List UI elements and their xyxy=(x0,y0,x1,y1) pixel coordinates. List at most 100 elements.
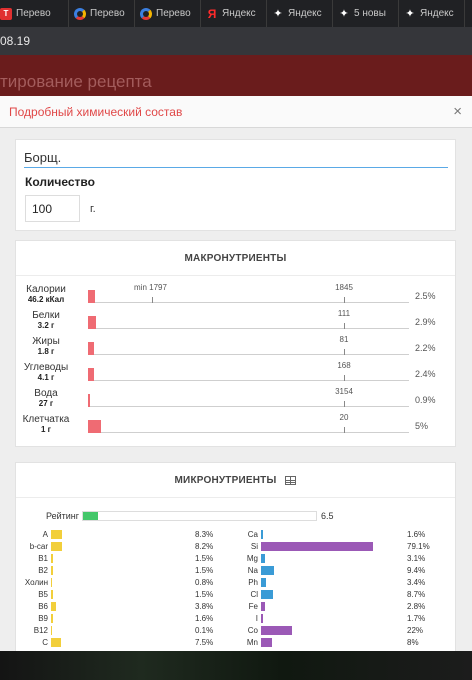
macro-row: Вода 27 г 3154 0.9% xyxy=(16,387,457,414)
mineral-bar xyxy=(261,530,263,539)
mineral-name: Ph xyxy=(248,578,258,587)
vitamin-name: A xyxy=(42,530,48,539)
close-icon[interactable]: × xyxy=(453,103,462,120)
browser-tab[interactable]: ✦ Яндекс xyxy=(399,0,465,27)
vitamin-row: B12 0.1% xyxy=(16,625,457,637)
mineral-bar xyxy=(261,542,373,551)
vitamin-name: C xyxy=(42,638,48,647)
browser-tab[interactable]: Я Яндекс xyxy=(201,0,267,27)
vitamin-row: B9 1.6% xyxy=(16,613,457,625)
browser-tab[interactable]: ✦ 5 новы xyxy=(333,0,399,27)
macro-bar: 1845 min 1797 xyxy=(88,283,409,303)
macro-amount: 27 г xyxy=(38,399,54,408)
background-page-title: тирование рецепта xyxy=(0,72,152,91)
mineral-row: Mn 8% xyxy=(16,637,457,649)
macro-bar-baseline xyxy=(88,406,409,407)
macro-target-tick xyxy=(344,401,345,407)
macro-percent: 2.5% xyxy=(415,291,436,301)
vitamin-percent: 0.8% xyxy=(195,578,214,587)
mineral-row: Ca 1.6% xyxy=(16,529,457,541)
vitamin-percent: 1.5% xyxy=(195,590,214,599)
mineral-bar xyxy=(261,638,272,647)
browser-tab-label: Яндекс xyxy=(288,8,322,19)
browser-tab[interactable]: Перево xyxy=(69,0,135,27)
table-icon[interactable] xyxy=(285,475,297,485)
mineral-percent: 2.8% xyxy=(407,602,426,611)
macro-percent: 2.2% xyxy=(415,343,436,353)
mineral-bar xyxy=(261,614,263,623)
vitamin-percent: 1.5% xyxy=(195,554,214,563)
mineral-row: Cl 8.7% xyxy=(16,589,457,601)
mineral-bar xyxy=(261,566,274,575)
vitamin-bar xyxy=(51,542,62,551)
vitamin-row: b-car 8.2% xyxy=(16,541,457,553)
macro-bar: 111 xyxy=(88,309,409,329)
mineral-row: Ph 3.4% xyxy=(16,577,457,589)
browser-tab[interactable]: Перево xyxy=(135,0,201,27)
background-page: тирование рецепта xyxy=(0,55,472,100)
browser-tab-label: Яндекс xyxy=(222,8,256,19)
macro-row: Белки 3.2 г 111 2.9% xyxy=(16,309,457,336)
mineral-row: I 1.7% xyxy=(16,613,457,625)
vitamin-percent: 1.6% xyxy=(195,614,214,623)
macro-bar-baseline xyxy=(88,432,409,433)
macro-row: Жиры 1.8 г 81 2.2% xyxy=(16,335,457,362)
tab-app-icon: T xyxy=(0,7,12,20)
vitamin-row: A 8.3% xyxy=(16,529,457,541)
mineral-name: Si xyxy=(250,542,258,551)
chrome-icon xyxy=(74,7,86,20)
macro-target-label: 20 xyxy=(339,413,349,422)
micronutrients-header: МИКРОНУТРИЕНТЫ xyxy=(16,463,455,498)
mineral-percent: 9.4% xyxy=(407,566,426,575)
quantity-input[interactable] xyxy=(25,195,80,222)
address-bar[interactable]: 08.19 xyxy=(0,27,472,55)
vitamin-name: Холин xyxy=(24,578,48,587)
macro-target-label: 3154 xyxy=(335,387,353,396)
vitamin-bar xyxy=(51,614,53,623)
browser-tab-label: 5 новы xyxy=(354,8,386,19)
macro-bar-fill xyxy=(88,342,94,355)
macro-target-label: 1845 xyxy=(335,283,353,292)
macro-bar-fill xyxy=(88,368,94,381)
mineral-name: Ca xyxy=(247,530,258,539)
browser-tab[interactable]: ✦ Яндекс xyxy=(267,0,333,27)
vitamin-percent: 3.8% xyxy=(195,602,214,611)
mineral-percent: 8% xyxy=(407,638,419,647)
mineral-row: Si 79.1% xyxy=(16,541,457,553)
macro-target-tick xyxy=(344,297,345,303)
vitamin-percent: 8.3% xyxy=(195,530,214,539)
macro-target-label: 81 xyxy=(339,335,349,344)
mineral-percent: 1.6% xyxy=(407,530,426,539)
macro-bar-fill xyxy=(88,420,101,433)
rating-bar-fill xyxy=(83,512,98,520)
mineral-name: Fe xyxy=(248,602,258,611)
macro-row: Клетчатка 1 г 20 5% xyxy=(16,413,457,440)
mineral-row: Na 9.4% xyxy=(16,565,457,577)
dark-background-strip xyxy=(0,651,472,680)
mineral-percent: 1.7% xyxy=(407,614,426,623)
vitamin-bar xyxy=(51,530,62,539)
chemical-composition-modal: Подробный химический состав × Количество… xyxy=(0,96,472,651)
macro-name: Жиры xyxy=(32,336,60,347)
sparkle-icon: ✦ xyxy=(273,8,283,20)
vitamin-row: C 7.5% xyxy=(16,637,457,649)
vitamin-percent: 1.5% xyxy=(195,566,214,575)
macro-amount: 1 г xyxy=(40,425,51,434)
vitamin-bar xyxy=(51,554,53,563)
macro-bar-baseline xyxy=(88,380,409,381)
vitamin-row: Холин 0.8% xyxy=(16,577,457,589)
macro-percent: 2.4% xyxy=(415,369,436,379)
vitamin-percent: 0.1% xyxy=(195,626,214,635)
macro-target-tick xyxy=(344,323,345,329)
macro-amount: 46.2 кКал xyxy=(27,295,65,304)
browser-tab-label: Яндекс xyxy=(420,8,454,19)
browser-tab[interactable]: T Перево xyxy=(0,0,69,27)
macro-amount: 3.2 г xyxy=(37,321,55,330)
recipe-card: Количество г. xyxy=(15,139,456,231)
vitamin-row: B5 1.5% xyxy=(16,589,457,601)
macro-name: Вода xyxy=(34,388,58,399)
recipe-name-input[interactable] xyxy=(24,148,448,168)
quantity-unit: г. xyxy=(90,203,96,215)
mineral-percent: 8.7% xyxy=(407,590,426,599)
vitamin-percent: 7.5% xyxy=(195,638,214,647)
